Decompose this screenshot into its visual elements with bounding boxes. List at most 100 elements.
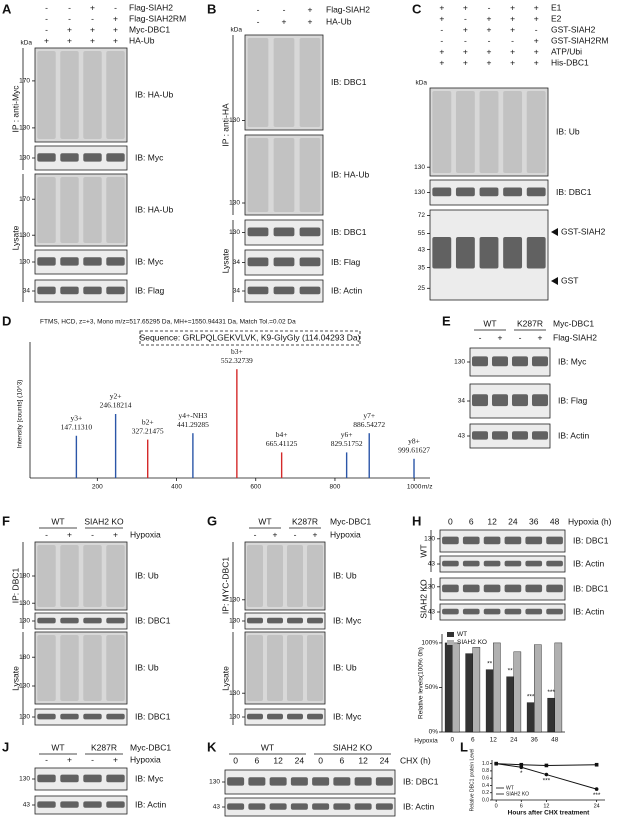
legend-label: WT [506,785,514,791]
smear-lane [432,91,452,173]
band [299,257,321,267]
row-name: Myc-DBC1 [129,24,170,34]
bar [465,653,473,733]
row-sign: 0 [233,755,238,765]
smear-lane [287,545,303,607]
band [106,713,125,720]
bar [534,644,542,733]
row-name: CHX (h) [400,755,431,765]
row-name: Flag-SIAH2 [129,2,173,12]
band [512,394,528,407]
row-sign: 24 [380,755,390,765]
group-label: K287R [292,516,318,526]
band [248,777,266,786]
band [532,431,548,440]
band [504,536,522,545]
x-tick-label: 800 [330,484,341,491]
row-sign: + [463,2,468,12]
row-sign: - [68,13,71,23]
blot-label: IB: DBC1 [403,776,439,786]
band [106,153,125,162]
band [248,803,266,810]
row-sign: + [113,754,118,764]
row-name: His-DBC1 [551,57,589,67]
kda-marker: 43 [23,802,31,809]
band [106,774,125,783]
side-label: IP: MYC-DBC1 [220,557,230,614]
group-label: SIAH2 KO [84,516,124,526]
band [290,777,308,786]
row-sign: 0 [448,516,453,526]
row-sign: - [479,332,482,342]
blot-label: IB: DBC1 [135,615,171,625]
row-name: Flag-SIAH2 [553,332,597,342]
row-sign: + [282,16,287,26]
row-sign: + [498,332,503,342]
x-axis-label: Hours after CHX treatment [508,810,590,817]
arrow-label: GST [561,275,578,285]
band [37,286,56,295]
x-tick-label: 1000 [407,484,422,491]
sequence: Sequence: GRLPQLGEKVLVK, K9-GlyGly (114.… [140,332,361,342]
band [526,237,546,269]
kda-marker: 43 [428,561,436,568]
smear-lane [106,635,125,701]
kda-marker: 180 [19,654,30,661]
smear-lane [247,635,263,701]
row-sign: + [439,57,444,67]
smear-lane [247,38,269,127]
band [503,187,523,197]
row-sign: + [487,13,492,23]
group-label: WT [261,742,274,752]
band [37,774,56,783]
band [290,803,308,810]
x-tick-label: 200 [92,484,103,491]
kda-marker: 130 [19,776,30,783]
point [594,787,599,791]
row-sign: + [463,46,468,56]
y-axis-label: Relative levels(100% 0h) [418,647,425,719]
band [432,237,452,269]
blot-label: IB: HA-Ub [135,204,174,214]
kda-marker: 130 [229,690,240,697]
smear-lane [83,177,102,243]
blot-label: IB: DBC1 [573,535,609,545]
significance: ** [508,667,514,674]
blot [34,541,128,611]
band [333,803,351,810]
band [106,801,125,808]
sequence-box [139,330,361,346]
row-sign: + [463,24,468,34]
group-name: Myc-DBC1 [330,516,371,526]
group-label: WT [258,516,271,526]
x-tick-label: 0 [450,737,454,744]
blot-label: IB: Myc [135,256,164,266]
kda-marker: 130 [229,229,240,236]
band [273,286,295,295]
bar [444,642,453,733]
band [472,356,488,367]
blot-label: IB: Actin [573,606,604,616]
row-name: GST-SIAH2 [551,24,596,34]
blot-label: IB: DBC1 [556,187,592,197]
peak-ion: y4+-NH3 [178,411,207,420]
band [546,584,563,593]
kda-marker: 130 [19,683,30,690]
blot-label: IB: Flag [558,395,588,405]
blot-label: IB: Myc [135,773,164,783]
band [455,187,475,197]
x-tick-label: 36 [531,737,539,744]
peak-mz: 886.54272 [353,420,385,429]
y-tick-label: 0.6 [482,776,489,782]
row-sign: + [113,529,118,539]
band [483,608,501,615]
x-tick-label: 400 [171,484,182,491]
band [269,803,287,810]
smear-lane [299,138,321,212]
band [462,560,480,567]
band [37,257,56,266]
row-sign: - [488,2,491,12]
band [106,617,125,624]
row-sign: + [113,13,118,23]
kda-marker: 130 [229,597,240,604]
